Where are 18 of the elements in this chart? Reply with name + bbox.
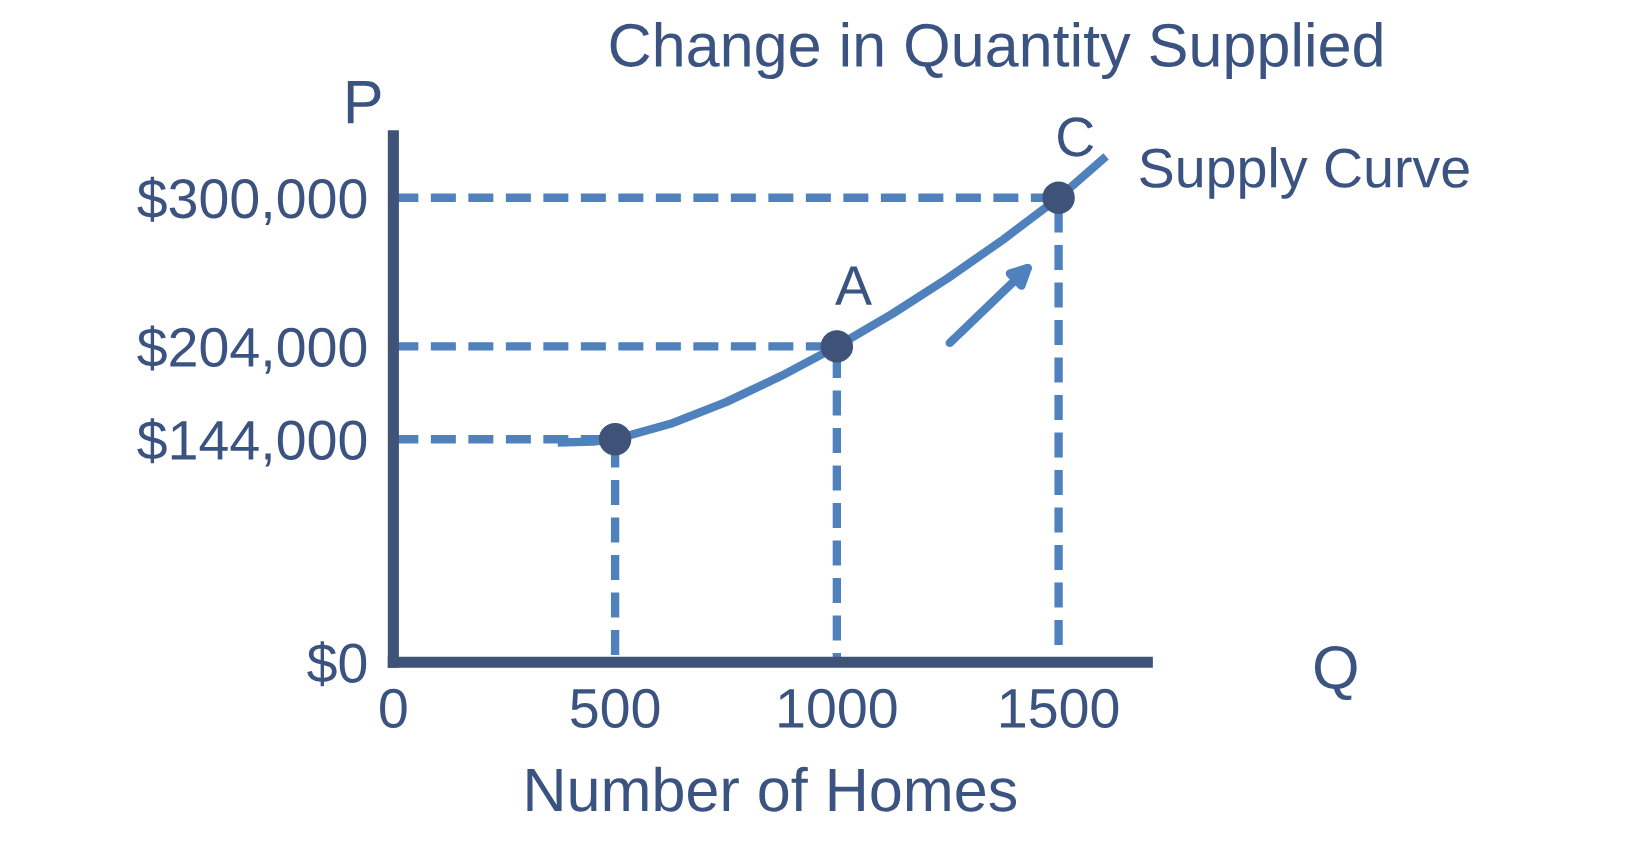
- x-tick-label: 1500: [1001, 688, 1119, 729]
- x-tick-label: 1000: [779, 688, 897, 729]
- annotation: C: [1058, 117, 1094, 157]
- point: [598, 423, 632, 456]
- text: Q: [1314, 645, 1357, 701]
- y-tick-label: $204,000: [137, 325, 367, 374]
- y-tick-label: $0: [307, 641, 367, 687]
- x-tick-label: 500: [570, 688, 660, 729]
- point: [820, 330, 854, 363]
- y-tick-label: $300,000: [137, 176, 367, 226]
- annotation: Supply Curve: [1140, 147, 1469, 199]
- y-axis-title: P: [347, 81, 381, 124]
- point: [1042, 181, 1075, 214]
- annotation: A: [835, 266, 872, 305]
- x-axis-title: Number of Homes: [527, 766, 1017, 812]
- x-tick-label: 0: [380, 688, 407, 729]
- y-tick-label: $144,000: [137, 418, 367, 467]
- chart-title: Change in Quantity Supplied: [610, 22, 1382, 80]
